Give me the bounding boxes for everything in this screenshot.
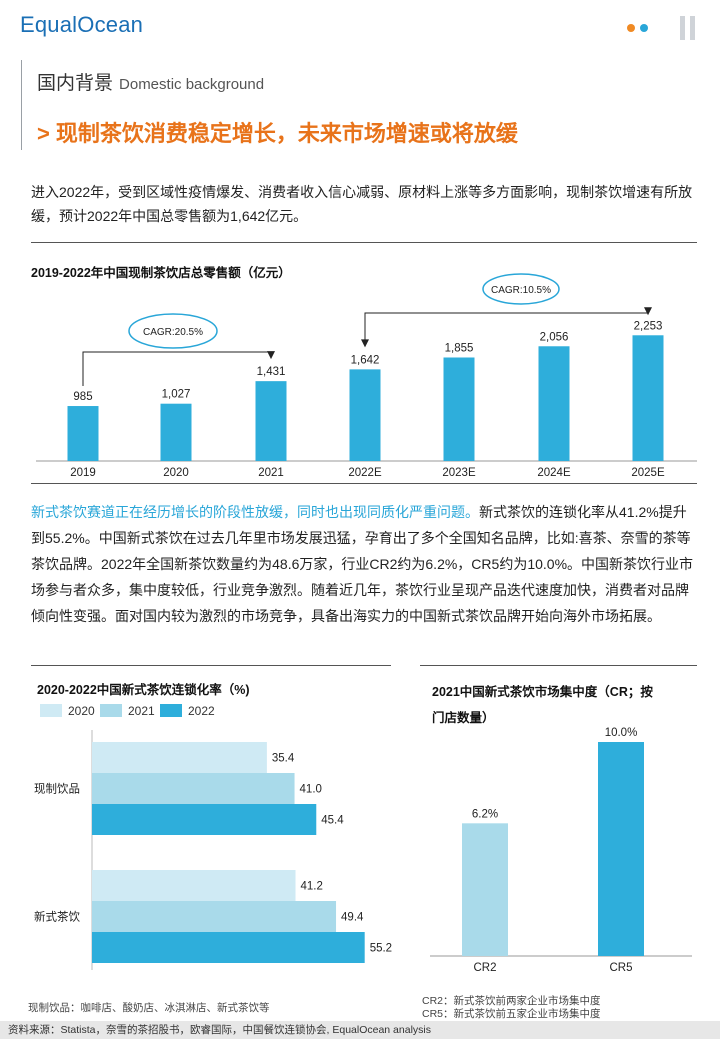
source-footer: 资料来源：Statista，奈雪的茶招股书，欧睿国际，中国餐饮连锁协会, Equ… xyxy=(0,1021,720,1039)
retail-sales-chart: 985 2019 1,027 2020 1,431 2021 1,642 2022E 1,855… xyxy=(36,273,697,479)
bar-现制饮品-2020 xyxy=(92,742,267,773)
value-label-2019: 985 xyxy=(73,391,92,403)
chart3-title: 2021中国新式茶饮市场集中度（CR；按 门店数量） xyxy=(432,685,653,725)
chevron-right-icon: > xyxy=(37,121,50,146)
value-label-2022: 55.2 xyxy=(370,943,392,955)
cagr1-ellipse xyxy=(128,313,218,349)
bar-2023E xyxy=(443,357,475,461)
cagr1-bracket xyxy=(82,351,272,387)
value-label-2020: 1,027 xyxy=(162,389,191,401)
orange-dot-icon xyxy=(627,24,635,32)
bar-新式茶饮-2020 xyxy=(92,870,296,901)
value-label-2021: 1,431 xyxy=(257,366,286,378)
bar-CR5 xyxy=(598,742,644,956)
tick-label-2025E: 2025E xyxy=(631,467,665,479)
value-label-CR2: 6.2% xyxy=(472,808,498,820)
cagr2-label: CAGR:10.5% xyxy=(491,285,551,296)
tick-label-2019: 2019 xyxy=(70,467,96,479)
legend-swatch-2020 xyxy=(40,704,62,717)
chain-rate-chart: 35.4 41.0 45.4 现制饮品 41.2 49.4 55.2 新式茶饮 xyxy=(34,730,392,970)
section-title-en: Domestic background xyxy=(119,76,265,93)
legend-swatch-2022 xyxy=(160,704,182,717)
bar-现制饮品-2022 xyxy=(92,804,317,835)
value-label-2024E: 2,056 xyxy=(540,331,569,343)
cagr1-arrow-icon xyxy=(267,351,275,360)
bar-CR2 xyxy=(462,823,508,956)
body-highlight: 新式茶饮赛道正在经历增长的阶段性放缓，同时也出现同质化严重问题。 xyxy=(31,504,479,520)
value-label-2021: 49.4 xyxy=(341,912,364,924)
divider-mid xyxy=(31,483,697,484)
value-label-2020: 41.2 xyxy=(301,881,323,893)
equalocean-logo: EqualOcean xyxy=(20,12,144,37)
cagr2-arrow-left-icon xyxy=(361,339,369,348)
value-label-CR5: 10.0% xyxy=(605,727,638,739)
legend-item-2022: 2022 xyxy=(160,704,215,718)
bar-2024E xyxy=(538,346,570,461)
cagr1-label: CAGR:20.5% xyxy=(143,327,203,338)
tick-label-CR2: CR2 xyxy=(473,962,496,974)
chart2-title: 2020-2022中国新式茶饮连锁化率（%) xyxy=(37,683,250,697)
tick-label-2024E: 2024E xyxy=(537,467,571,479)
legend-swatch-2021 xyxy=(100,704,122,717)
tick-label-2021: 2021 xyxy=(258,467,284,479)
tick-label-2023E: 2023E xyxy=(442,467,476,479)
legend-item-2021: 2021 xyxy=(100,704,155,718)
legend-item-2020: 2020 xyxy=(40,704,95,718)
bar-2021 xyxy=(255,381,287,461)
chart1-title: 2019-2022年中国现制茶饮店总零售额（亿元） xyxy=(31,266,291,280)
body-text: 新式茶饮的连锁化率从41.2%提升到55.2%。中国新式茶饮在过去几年里市场发展… xyxy=(31,504,694,624)
bar-新式茶饮-2021 xyxy=(92,901,337,932)
chart2-note: 现制饮品：咖啡店、酸奶店、冰淇淋店、新式茶饮等 xyxy=(28,1002,270,1014)
divider-left xyxy=(31,665,391,666)
value-label-2020: 35.4 xyxy=(272,753,295,765)
value-label-2025E: 2,253 xyxy=(634,320,663,332)
body-paragraph: 新式茶饮赛道正在经历增长的阶段性放缓，同时也出现同质化严重问题。新式茶饮的连锁化… xyxy=(31,499,693,629)
divider-top xyxy=(31,242,697,243)
section-title: 国内背景 Domestic background xyxy=(37,68,264,95)
tick-label-2020: 2020 xyxy=(163,467,189,479)
cagr2-arrow-right-icon xyxy=(644,307,652,316)
bar-2019 xyxy=(67,406,99,461)
headline-text: 现制茶饮消费稳定增长，未来市场增速或将放缓 xyxy=(55,121,518,146)
blue-dot-icon xyxy=(640,24,648,32)
bar-2025E xyxy=(632,335,664,461)
category-label: 现制饮品 xyxy=(34,783,80,796)
section-divider xyxy=(21,60,22,150)
tick-label-2022E: 2022E xyxy=(348,467,382,479)
intro-paragraph: 进入2022年，受到区域性疫情爆发、消费者收入信心减弱、原材料上涨等多方面影响，… xyxy=(31,184,693,224)
bar-2022E xyxy=(349,369,381,461)
category-label: 新式茶饮 xyxy=(34,910,80,924)
page-headline: > 现制茶饮消费稳定增长，未来市场增速或将放缓 xyxy=(37,116,518,148)
tick-label-CR5: CR5 xyxy=(609,962,632,974)
value-label-2022: 45.4 xyxy=(321,815,344,827)
value-label-2023E: 1,855 xyxy=(445,342,474,354)
cagr2-ellipse xyxy=(482,273,560,305)
concentration-chart: 6.2% CR2 10.0% CR5 xyxy=(430,727,692,974)
cagr2-bracket xyxy=(364,312,649,346)
value-label-2021: 41.0 xyxy=(300,784,322,796)
bar-现制饮品-2021 xyxy=(92,773,295,804)
value-label-2022E: 1,642 xyxy=(351,354,380,366)
bar-新式茶饮-2022 xyxy=(92,932,365,963)
bar-2020 xyxy=(160,403,192,461)
chart3-notes: CR2：新式茶饮前两家企业市场集中度 CR5：新式茶饮前五家企业市场集中度 xyxy=(422,995,601,1020)
section-title-cn: 国内背景 xyxy=(37,73,114,94)
divider-right xyxy=(420,665,697,666)
